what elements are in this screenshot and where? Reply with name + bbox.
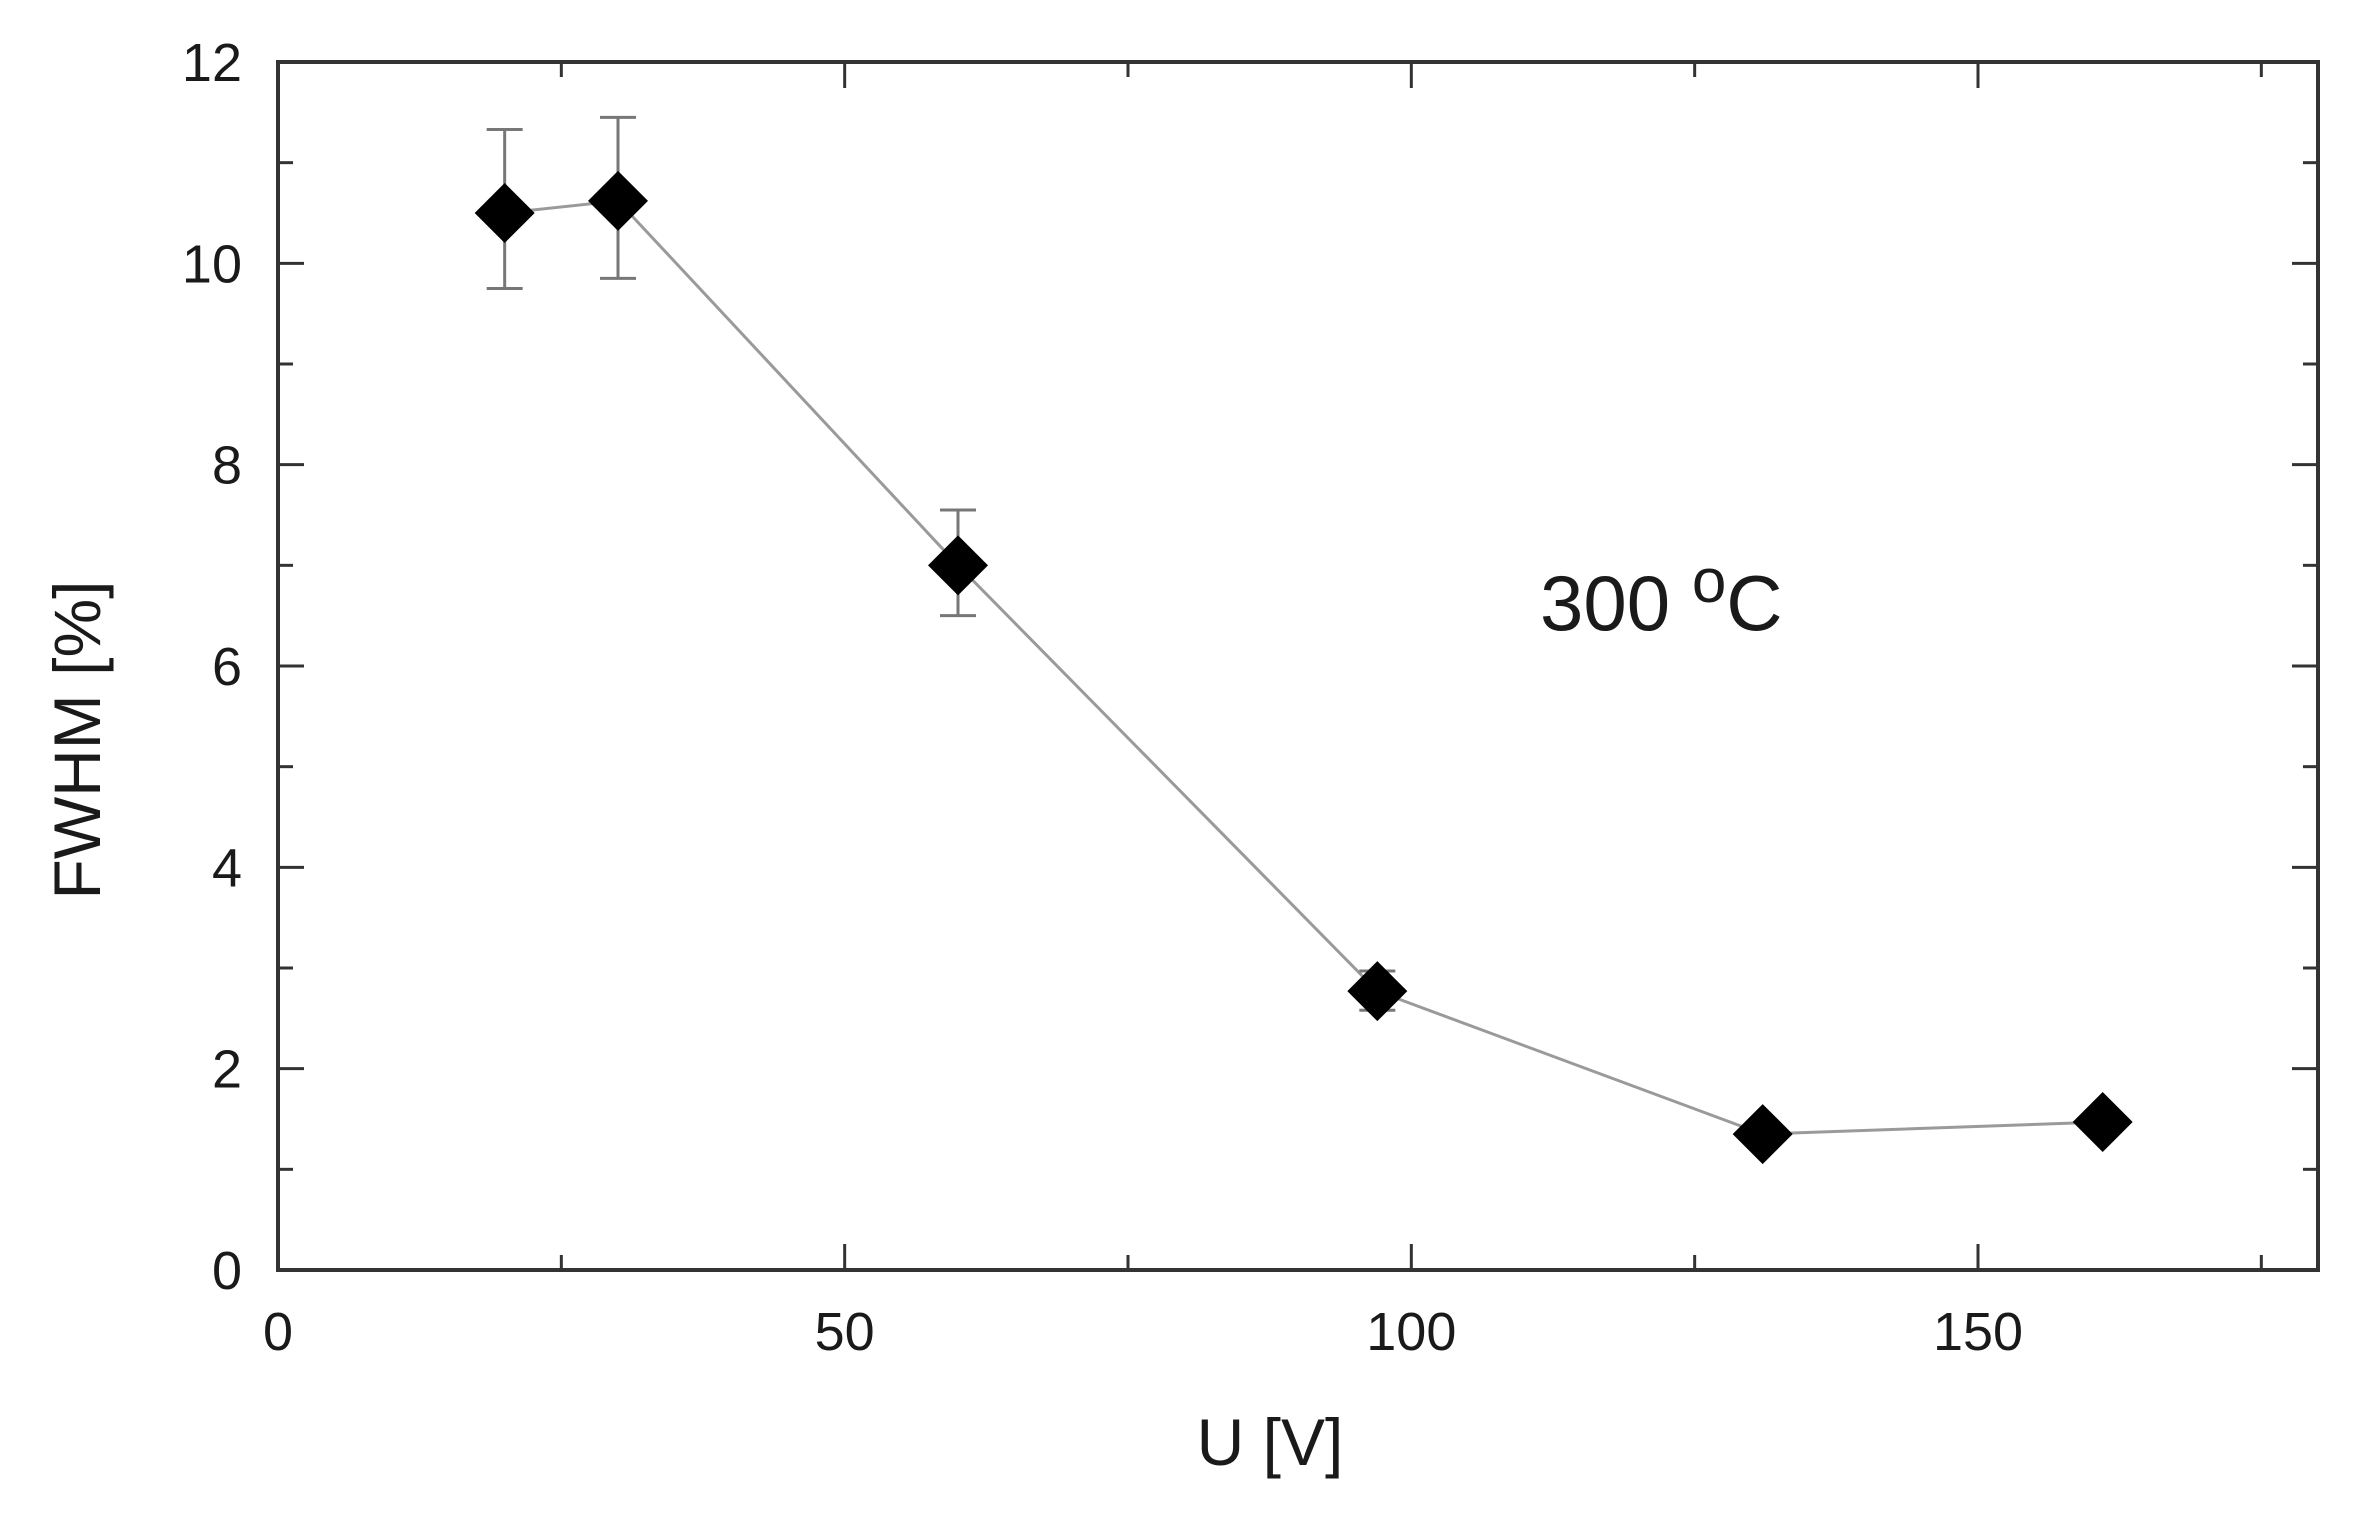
y-tick-label: 6 [212, 637, 242, 697]
temperature-annotation: 300 oC [1540, 547, 1783, 647]
y-tick-label: 2 [212, 1040, 242, 1100]
data-point-marker [2072, 1092, 2133, 1153]
series-line-layer [504, 199, 2103, 1136]
y-tick-label: 12 [182, 33, 242, 93]
y-axis-label: FWHM [%] [40, 581, 114, 900]
y-tick-label: 0 [212, 1241, 242, 1301]
y-tick-label: 10 [182, 234, 242, 294]
x-tick-label: 50 [815, 1302, 875, 1362]
x-tick-label: 150 [1933, 1302, 2023, 1362]
x-axis-label: U [V] [1197, 1405, 1344, 1479]
x-tick-label: 100 [1366, 1302, 1456, 1362]
data-point-marker [474, 183, 535, 243]
y-tick-label: 8 [212, 436, 242, 496]
annotation-value: 300 [1540, 559, 1692, 647]
axes-layer [276, 60, 2320, 1272]
ticks-layer: 0 50 100 150 0 2 4 6 8 10 12 [182, 33, 2318, 1362]
data-point-marker [928, 535, 988, 596]
data-point-marker [588, 170, 648, 231]
x-tick-label: 0 [263, 1302, 293, 1362]
series-line [504, 199, 2103, 1136]
annotation-unit: C [1726, 559, 1782, 647]
data-point-marker [1347, 961, 1408, 1022]
markers-layer [474, 170, 2133, 1165]
data-point-marker [1732, 1104, 1793, 1165]
y-tick-label: 4 [212, 838, 242, 898]
plot-frame [276, 60, 2320, 1272]
annotation-degree: o [1692, 547, 1726, 616]
